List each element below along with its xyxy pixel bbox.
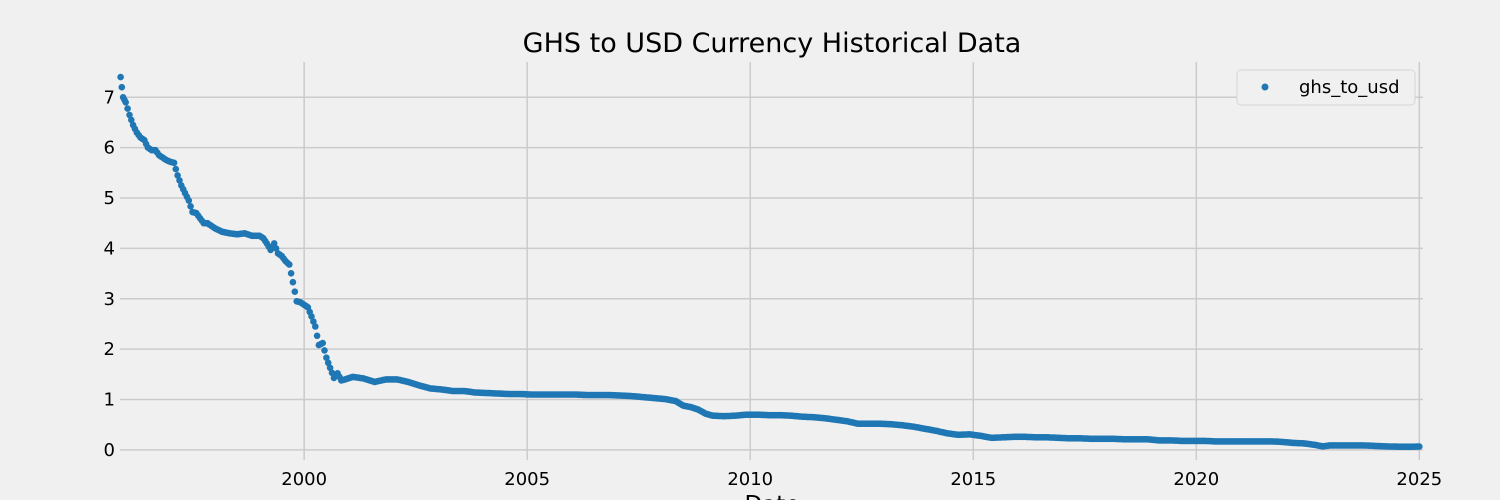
- data-point: [324, 359, 332, 367]
- x-tick-label: 2025: [1396, 469, 1442, 490]
- data-point: [142, 140, 150, 148]
- y-tick-label: 7: [104, 87, 115, 108]
- data-point: [302, 302, 310, 310]
- data-point: [280, 255, 287, 262]
- y-tick-label: 6: [104, 138, 115, 159]
- data-point: [174, 172, 181, 179]
- x-tick-label: 2005: [504, 469, 550, 490]
- data-point: [121, 96, 128, 104]
- data-point: [272, 245, 280, 252]
- legend-label: ghs_to_usd: [1299, 77, 1400, 98]
- data-point: [289, 278, 297, 286]
- data-point: [261, 237, 269, 245]
- data-point: [310, 318, 317, 325]
- data-point: [131, 125, 139, 133]
- data-point: [326, 364, 334, 372]
- x-tick-label: 2020: [1173, 469, 1219, 490]
- x-tick-label: 2000: [281, 469, 327, 490]
- data-point: [126, 111, 133, 119]
- x-tick-label: 2010: [727, 469, 773, 490]
- y-tick-label: 5: [104, 188, 115, 209]
- grid: [120, 62, 1423, 460]
- data-point: [124, 105, 131, 112]
- data-point: [323, 354, 330, 362]
- data-point: [183, 193, 191, 201]
- y-tick-label: 1: [104, 390, 115, 411]
- x-axis-label: Date: [745, 492, 800, 500]
- y-tick-label: 3: [104, 289, 115, 310]
- data-point: [1414, 443, 1421, 450]
- data-point: [128, 116, 135, 124]
- data-point: [194, 212, 202, 219]
- data-point: [117, 73, 124, 81]
- y-tick-label: 2: [104, 339, 115, 360]
- data-point: [291, 288, 299, 296]
- data-point: [187, 203, 194, 210]
- legend-box: [1236, 69, 1416, 106]
- data-point: [139, 135, 146, 143]
- y-tick-label: 4: [104, 238, 115, 259]
- data-point: [313, 332, 321, 340]
- data-point: [284, 259, 291, 267]
- legend-marker: [1261, 83, 1269, 91]
- data-point: [176, 177, 183, 184]
- data-point: [321, 347, 328, 354]
- data-point: [172, 165, 180, 173]
- data-point: [306, 308, 314, 316]
- data-point: [287, 270, 295, 277]
- y-tick-label: 0: [104, 440, 115, 461]
- chart-title: GHS to USD Currency Historical Data: [523, 28, 1022, 59]
- data-point: [118, 83, 126, 91]
- data-points: [117, 73, 1423, 451]
- axis-ticks: 0 1 2 3 4 5 6 7 2000 2005 2010 2015 2020 2025: [104, 87, 1443, 490]
- legend: ghs_to_usd: [1236, 69, 1416, 106]
- data-point: [317, 340, 325, 348]
- x-tick-label: 2015: [950, 469, 996, 490]
- data-point: [168, 159, 176, 166]
- data-point: [312, 323, 319, 330]
- data-point: [179, 185, 187, 193]
